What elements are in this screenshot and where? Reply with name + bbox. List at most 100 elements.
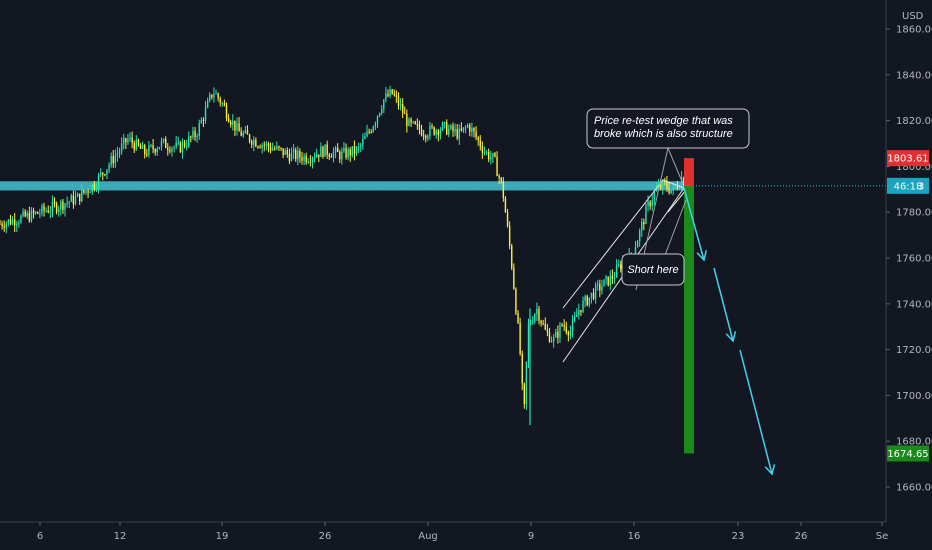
short-note-text: Short here — [627, 264, 678, 276]
candle-body — [70, 195, 73, 202]
candle-body — [422, 135, 425, 137]
candle-body — [181, 142, 184, 153]
x-tick-label: 26 — [795, 531, 808, 542]
candle-body — [617, 264, 620, 266]
candle-body — [20, 215, 22, 223]
candle-body — [353, 146, 356, 154]
candle-body — [307, 161, 309, 163]
candle-body — [7, 219, 10, 224]
candle-body — [555, 331, 557, 338]
candle-body — [202, 119, 205, 121]
candle-body — [305, 155, 307, 163]
candle-body — [439, 129, 442, 135]
candle-body — [194, 130, 196, 138]
candle-body — [177, 142, 179, 144]
candle-body — [221, 102, 224, 104]
candle-body — [441, 122, 444, 130]
drawings-layer — [562, 158, 776, 476]
candle-body — [378, 113, 381, 117]
candle-body — [22, 211, 24, 216]
candle-body — [490, 157, 492, 160]
candle-body — [550, 341, 553, 343]
candle-body — [672, 187, 674, 191]
candle-body — [158, 146, 161, 150]
candle-body — [204, 107, 207, 121]
current-price-tag — [887, 177, 929, 194]
candle-body — [416, 123, 419, 125]
candle-body — [584, 296, 586, 301]
current-price-tag-suffix: 3 — [918, 181, 924, 192]
y-tick-label: 1700.00 — [896, 391, 932, 402]
candle-body — [431, 125, 433, 128]
candle-body — [471, 127, 473, 132]
candle-body — [154, 149, 156, 153]
candle-body — [269, 146, 272, 151]
candle-body — [458, 128, 461, 139]
candle-body — [60, 201, 62, 209]
candle-body — [137, 139, 140, 146]
candle-body — [446, 122, 448, 135]
candle-body — [278, 146, 280, 148]
y-tick-label: 1860.00 — [896, 25, 932, 36]
candle-body — [322, 146, 324, 157]
candle-body — [64, 203, 66, 210]
candle-body — [466, 125, 469, 128]
candle-body — [72, 195, 75, 205]
candle-body — [146, 153, 148, 155]
candle-body — [511, 245, 513, 268]
candle-body — [198, 123, 200, 137]
candle-body — [223, 102, 226, 106]
candle-body — [133, 143, 135, 150]
candle-body — [483, 152, 486, 154]
candle-body — [209, 94, 211, 101]
candle-body — [517, 313, 519, 323]
candle-body — [334, 147, 337, 153]
candle-body — [148, 145, 150, 155]
candle-body — [347, 149, 349, 158]
candle-body — [670, 190, 672, 194]
candle-body — [364, 136, 366, 140]
candle-body — [469, 125, 471, 132]
candle-body — [37, 211, 39, 214]
candle-body — [257, 146, 259, 148]
candle-body — [68, 201, 70, 203]
candle-body — [443, 122, 446, 124]
candle-body — [473, 127, 475, 132]
candle-body — [238, 123, 240, 132]
candle-body — [620, 264, 622, 269]
candle-body — [429, 125, 431, 137]
candle-body — [276, 146, 278, 149]
candle-body — [324, 144, 326, 157]
time-axis-panel[interactable] — [0, 522, 886, 550]
candle-body — [332, 152, 335, 158]
candle-body — [408, 119, 410, 126]
candle-body — [374, 123, 377, 127]
candle-body — [383, 99, 385, 110]
candle-body — [573, 316, 576, 321]
candle-body — [368, 131, 370, 133]
candle-body — [78, 193, 81, 202]
wedge-note-text: broke which is also structure — [594, 128, 733, 140]
candle-body — [336, 147, 339, 153]
candle-body — [435, 130, 437, 135]
candle-body — [527, 323, 530, 362]
projection-arrow-line — [739, 349, 773, 475]
candle-body — [370, 131, 372, 133]
candle-body — [87, 191, 89, 193]
candle-body — [580, 310, 582, 312]
price-axis-panel[interactable] — [886, 0, 932, 522]
candle-body — [141, 145, 144, 149]
candle-body — [74, 196, 77, 205]
candle-body — [328, 154, 330, 157]
candle-body — [5, 223, 7, 228]
callout-leader-line — [667, 147, 684, 185]
candle-body — [242, 132, 244, 136]
candle-body — [542, 323, 544, 325]
candle-body — [274, 148, 276, 150]
candle-body — [674, 186, 677, 188]
candle-body — [397, 96, 400, 106]
candle-body — [569, 331, 572, 336]
candle-body — [139, 145, 142, 149]
